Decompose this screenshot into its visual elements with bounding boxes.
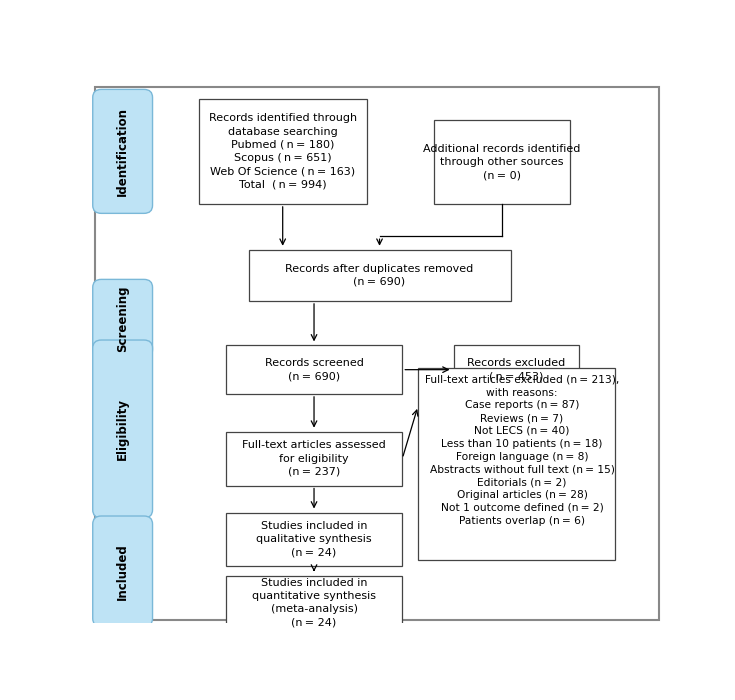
Text: Identification: Identification <box>116 107 129 196</box>
FancyBboxPatch shape <box>93 340 153 518</box>
FancyBboxPatch shape <box>453 345 579 394</box>
Text: Screening: Screening <box>116 285 129 351</box>
FancyBboxPatch shape <box>226 432 402 486</box>
FancyBboxPatch shape <box>434 120 570 204</box>
Text: Additional records identified
through other sources
(n = 0): Additional records identified through ot… <box>423 144 581 181</box>
FancyBboxPatch shape <box>93 516 153 626</box>
FancyBboxPatch shape <box>226 345 402 394</box>
Text: Eligibility: Eligibility <box>116 398 129 460</box>
FancyBboxPatch shape <box>198 99 367 204</box>
FancyBboxPatch shape <box>418 368 614 560</box>
Text: Included: Included <box>116 543 129 600</box>
FancyBboxPatch shape <box>248 250 511 301</box>
FancyBboxPatch shape <box>226 512 402 566</box>
FancyBboxPatch shape <box>226 575 402 629</box>
Text: Records screened
(n = 690): Records screened (n = 690) <box>265 358 364 382</box>
FancyBboxPatch shape <box>93 279 153 358</box>
Text: Full-text articles assessed
for eligibility
(n = 237): Full-text articles assessed for eligibil… <box>242 440 386 477</box>
Text: Studies included in
quantitative synthesis
(meta-analysis)
(n = 24): Studies included in quantitative synthes… <box>252 578 376 627</box>
FancyBboxPatch shape <box>93 90 153 214</box>
Text: Records after duplicates removed
(n = 690): Records after duplicates removed (n = 69… <box>285 264 473 287</box>
Text: Studies included in
qualitative synthesis
(n = 24): Studies included in qualitative synthesi… <box>257 522 372 558</box>
Text: Records excluded
( n = 453): Records excluded ( n = 453) <box>467 358 565 382</box>
Text: Records identified through
database searching
Pubmed ( n = 180)
Scopus ( n = 651: Records identified through database sear… <box>209 113 356 190</box>
Text: Full-text articles excluded (n = 213),
with reasons:
Case reports (n = 87)
Revie: Full-text articles excluded (n = 213), w… <box>425 374 619 526</box>
